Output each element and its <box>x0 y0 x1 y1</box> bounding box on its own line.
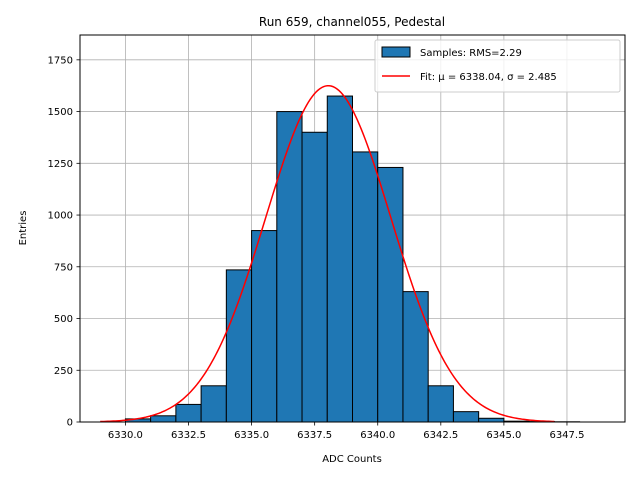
histogram-bar <box>478 417 505 423</box>
legend-box <box>374 39 621 93</box>
x-tick-label: 6330.0 <box>108 430 143 441</box>
histogram-bar <box>200 385 227 423</box>
histogram-bar <box>352 151 379 423</box>
y-tick-label: 1750 <box>48 55 73 66</box>
gaussian-fit-line <box>100 84 555 423</box>
histogram-bar <box>377 166 404 423</box>
y-tick-label: 1250 <box>48 159 73 170</box>
x-axis-label: ADC Counts <box>322 454 382 465</box>
y-axis-ticks: 0 250 500 750 1000 1250 1500 1750 <box>48 55 80 429</box>
x-tick-label: 6345.0 <box>486 430 521 441</box>
x-axis-ticks: 6330.0 6332.5 6335.0 6337.5 6340.0 6342.5 6345… <box>108 422 584 441</box>
y-tick-label: 500 <box>54 314 73 325</box>
fit-curve-layer <box>100 84 555 423</box>
legend: Samples: RMS=2.29 Fit: μ = 6338.04, σ = … <box>374 39 621 93</box>
chart-title: Run 659, channel055, Pedestal <box>259 15 445 29</box>
histogram-bar <box>452 411 480 423</box>
histogram-bar <box>326 95 354 423</box>
histogram-bar <box>175 403 202 423</box>
y-tick-label: 1000 <box>48 211 73 222</box>
histogram-bar <box>427 385 454 423</box>
y-tick-label: 250 <box>54 366 73 377</box>
y-tick-label: 1500 <box>48 107 73 118</box>
histogram-bar <box>251 230 278 423</box>
histogram-bar <box>402 291 429 423</box>
legend-patch-samples <box>381 46 411 58</box>
histogram-bar <box>150 415 177 423</box>
x-tick-label: 6335.0 <box>234 430 269 441</box>
x-tick-label: 6342.5 <box>423 430 458 441</box>
x-tick-label: 6347.5 <box>549 430 584 441</box>
x-tick-label: 6332.5 <box>171 430 206 441</box>
histogram-bar <box>301 131 328 423</box>
histogram-bar <box>276 111 303 423</box>
y-axis-label: Entries <box>18 211 29 246</box>
plot-frame <box>79 34 626 423</box>
x-tick-label: 6340.0 <box>360 430 395 441</box>
histogram-bar <box>225 269 253 423</box>
legend-label-samples: Samples: RMS=2.29 <box>420 48 522 59</box>
x-tick-label: 6337.5 <box>297 430 332 441</box>
histogram-bars <box>124 95 581 423</box>
legend-label-fit: Fit: μ = 6338.04, σ = 2.485 <box>420 72 557 83</box>
y-tick-label: 0 <box>67 418 73 429</box>
y-tick-label: 750 <box>54 262 73 273</box>
